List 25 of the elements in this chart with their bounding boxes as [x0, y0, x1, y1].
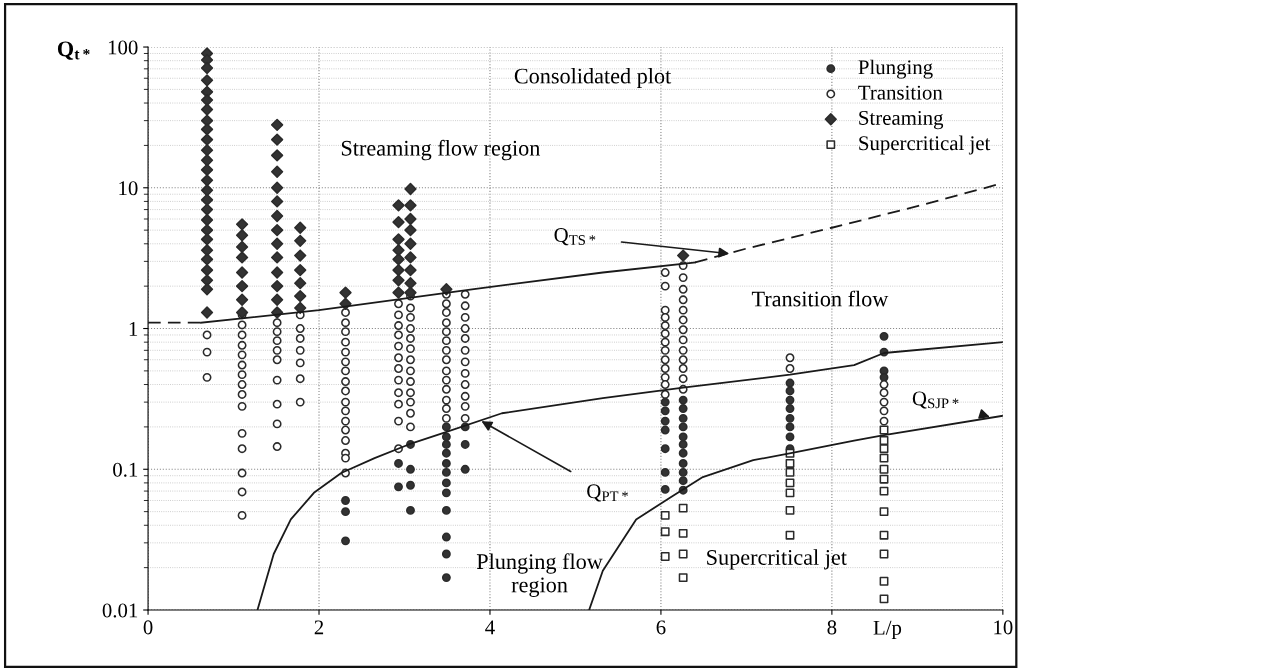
x-tick-label: 4 — [485, 620, 495, 635]
y-axis-title: Q$_{t*}$ — [57, 41, 90, 60]
annotation: Q$_{SJP*}$ — [912, 391, 959, 409]
x-tick-label: 10 — [994, 620, 1013, 635]
x-tick-label: 0 — [143, 620, 153, 635]
annotation: Q$_{PT*}$ — [587, 484, 628, 502]
legend-label: Transition — [858, 85, 943, 100]
legend-label: Streaming — [859, 110, 944, 130]
annotation: Streaming flow region — [341, 139, 541, 161]
x-tick-label: 6 — [656, 620, 666, 635]
legend-label: Supercritical jet — [859, 135, 991, 155]
y-tick-label: 0.1 — [113, 462, 138, 477]
y-tick-label: 10 — [119, 181, 138, 196]
x-axis-title: L/p — [873, 620, 902, 640]
annotation: Transition flow — [751, 290, 889, 307]
annotation: Plunging flow region — [476, 553, 603, 597]
annotation: Supercritical jet — [707, 549, 847, 570]
y-tick-label: 0.01 — [102, 603, 138, 618]
y-tick-label: 100 — [108, 40, 138, 55]
legend-label: Plunging — [858, 59, 933, 79]
y-tick-label: 1 — [129, 322, 138, 336]
annotation: Consolidated plot — [514, 67, 672, 89]
annotation: Q$_{TS*}$ — [554, 228, 596, 246]
x-tick-label: 2 — [314, 620, 324, 635]
x-tick-label: 8 — [827, 620, 837, 635]
